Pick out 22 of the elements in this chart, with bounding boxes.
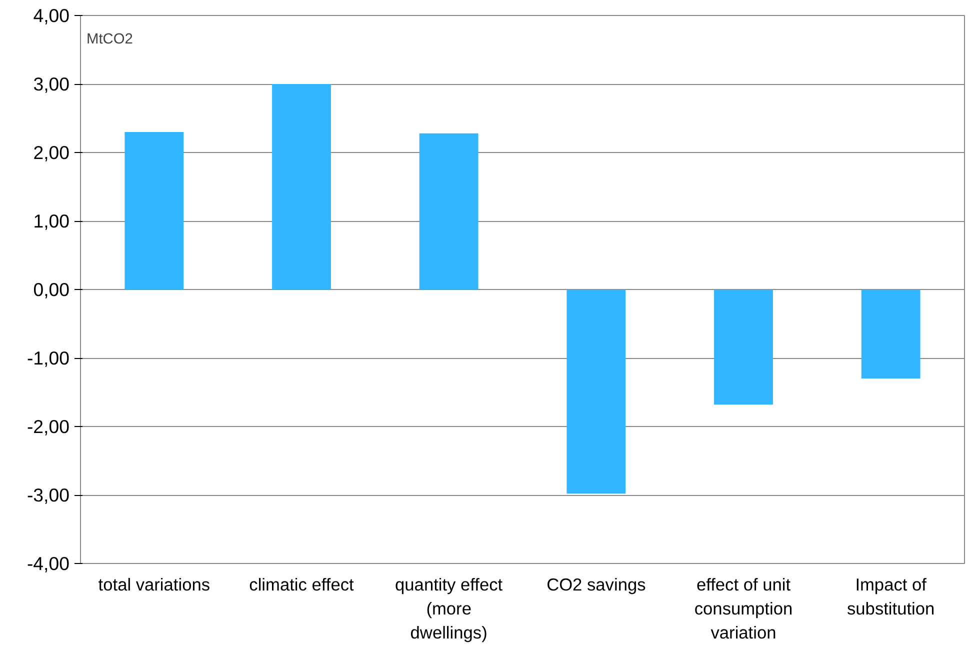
x-tick-label: total variations: [98, 574, 210, 594]
bar: [714, 290, 773, 405]
y-tick-label: -2,00: [26, 416, 70, 437]
bar: [861, 290, 920, 379]
y-tick-label: 1,00: [33, 210, 70, 232]
y-tick-label: 2,00: [33, 142, 70, 163]
bar: [419, 133, 478, 290]
x-tick-label: climatic effect: [249, 574, 354, 594]
x-tick-label: Impact of substitution: [847, 574, 935, 618]
y-tick-label: -4,00: [26, 553, 70, 574]
x-tick-label: effect of unit consumption variation: [694, 574, 793, 642]
bar: [272, 84, 331, 290]
x-tick-label: CO2 savings: [546, 574, 646, 594]
x-tick-label: quantity effect (more dwellings): [395, 574, 503, 642]
y-tick-label: 3,00: [33, 74, 70, 94]
bar: [566, 290, 626, 494]
y-tick-label: -3,00: [26, 484, 70, 506]
y-tick-label: 4,00: [33, 5, 70, 26]
y-tick-label: -1,00: [26, 348, 70, 368]
y-tick-label: 0,00: [33, 279, 70, 300]
y-axis-title: MtCO2: [86, 32, 133, 48]
bar: [124, 132, 184, 290]
